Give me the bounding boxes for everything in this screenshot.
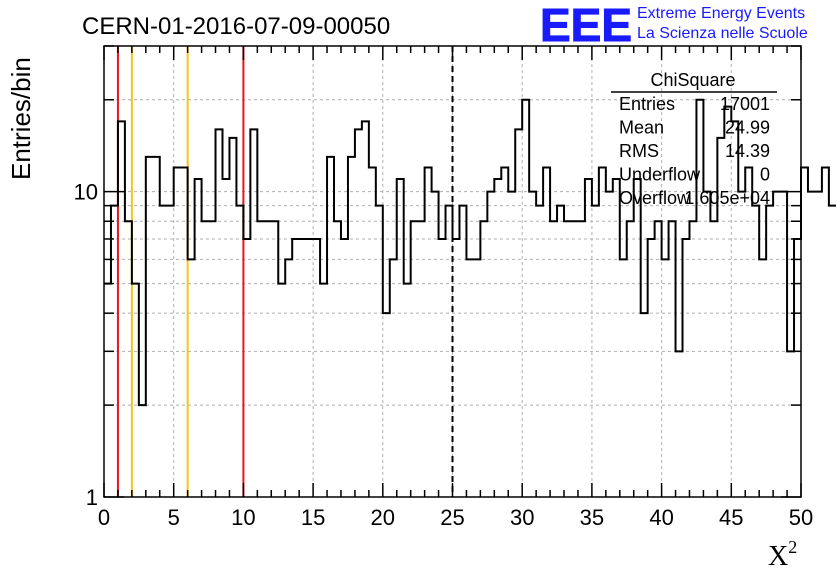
stats-label: Overflow: [619, 188, 691, 208]
x-tick-labels: 0 5 10 15 20 25 30 35 40 45 50: [98, 505, 813, 530]
stats-label: RMS: [619, 141, 659, 161]
y-tick-label: 1: [86, 485, 98, 510]
histogram-series: [104, 98, 836, 407]
chart-title: CERN-01-2016-07-09-00050: [82, 13, 390, 40]
x-tick-label: 20: [371, 505, 395, 530]
y-axis-label: Entries/bin: [6, 57, 36, 180]
x-axis-label-base: X: [768, 541, 788, 572]
stats-label: Underflow: [619, 165, 701, 185]
x-tick-label: 10: [231, 505, 255, 530]
stats-box: ChiSquare Entries 17001 Mean 24.99 RMS 14.39 U…: [611, 70, 777, 208]
x-tick-label: 25: [440, 505, 464, 530]
stats-value: 0: [760, 165, 770, 185]
stats-value: 14.39: [725, 141, 770, 161]
logo-line1: Extreme Energy Events: [637, 5, 805, 22]
stats-value: 17001: [720, 94, 770, 114]
stats-label: Mean: [619, 118, 664, 138]
x-tick-label: 50: [789, 505, 813, 530]
x-axis-label: X2: [768, 537, 797, 572]
logo-letters: EEE: [540, 0, 632, 51]
x-axis-label-superscript: 2: [788, 537, 797, 557]
y-tick-labels: 1 10: [74, 180, 98, 510]
histogram-line: [104, 98, 836, 407]
x-tick-label: 30: [510, 505, 534, 530]
stats-title: ChiSquare: [650, 70, 735, 90]
x-tick-label: 5: [168, 505, 180, 530]
axis-ticks: [103, 45, 802, 498]
stats-label: Entries: [619, 94, 675, 114]
x-tick-label: 15: [301, 505, 325, 530]
y-tick-label: 10: [74, 180, 98, 205]
logo-line2: La Scienza nelle Scuole: [637, 25, 808, 42]
x-tick-label: 40: [649, 505, 673, 530]
x-tick-label: 0: [98, 505, 110, 530]
stats-value: 24.99: [725, 118, 770, 138]
x-tick-label: 45: [719, 505, 743, 530]
x-tick-label: 35: [580, 505, 604, 530]
stats-value: 1.605e+04: [684, 188, 770, 208]
stats-rows: Entries 17001 Mean 24.99 RMS 14.39 Underflow 0 O…: [619, 94, 770, 208]
